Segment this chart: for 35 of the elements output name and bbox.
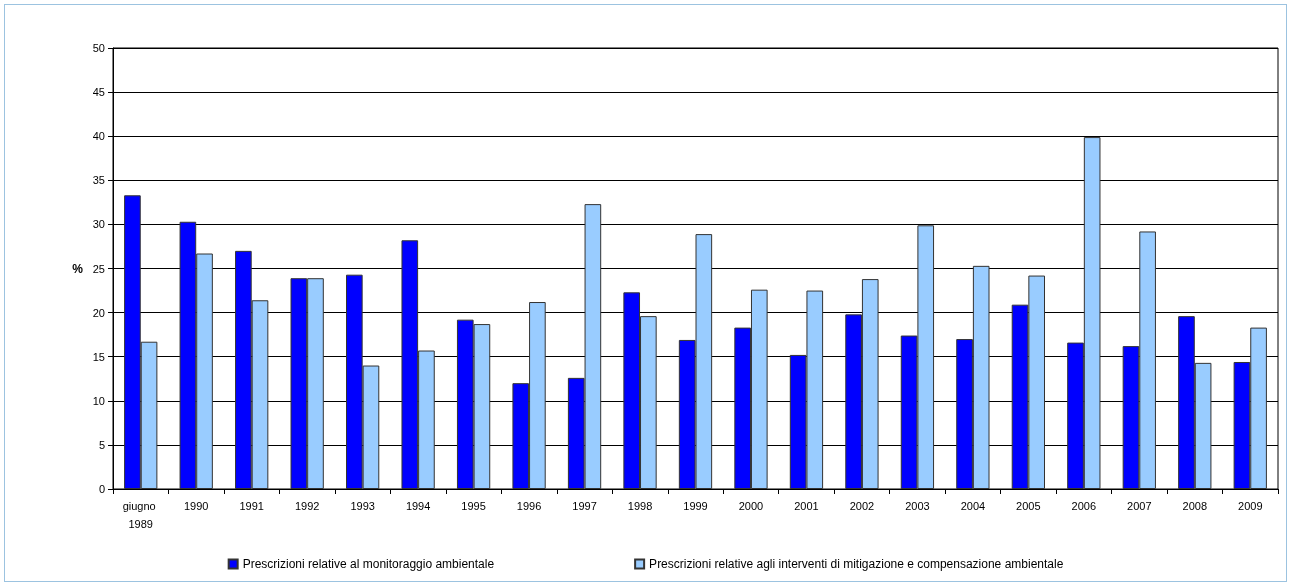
x-tick-label: 2009 [1238,500,1263,512]
y-tick-label: 10 [92,394,105,407]
x-tick-label: 1991 [239,500,264,512]
y-tick-label: 45 [92,86,105,99]
x-tick-label: 2003 [905,500,930,512]
x-tick-label: 1990 [183,500,209,512]
y-tick-label: 5 [98,438,105,451]
x-tick-label: 2004 [960,500,986,512]
x-tick-label: 2002 [849,500,875,512]
x-tick-label: 2005 [1016,500,1041,512]
legend-label: Prescrizioni relative agli interventi di mitigazione e compensazione ambientale [649,557,1064,571]
x-tick-label: 1994 [405,500,431,512]
y-tick-label: 20 [92,306,105,319]
x-tick-label: 2000 [738,500,764,512]
y-axis-title: % [72,261,84,276]
y-tick-label: 35 [92,174,105,187]
x-tick-label: 1999 [683,500,708,512]
legend-label: Prescrizioni relative al monitoraggio ambientale [242,557,495,571]
x-tick-label: 1993 [350,500,375,512]
x-tick-label: 1995 [461,500,486,512]
x-tick-label: 2008 [1182,500,1208,512]
y-tick-label: 50 [92,42,105,54]
y-tick-label: 0 [98,483,105,495]
y-tick-label: 40 [92,130,105,143]
x-tick-label: 1998 [627,500,653,512]
x-tick-label: 1996 [516,500,542,512]
x-tick-label: 1992 [294,500,320,512]
x-tick-label: 2007 [1127,500,1152,512]
y-tick-label: 15 [92,350,105,363]
x-tick-label: 1997 [572,500,597,512]
x-tick-label: 2006 [1071,500,1097,512]
x-tick-label: 2001 [794,500,819,512]
y-tick-label: 30 [92,218,105,231]
x-tick-label: giugno 1989 [122,500,159,530]
y-tick-label: 25 [92,262,105,275]
